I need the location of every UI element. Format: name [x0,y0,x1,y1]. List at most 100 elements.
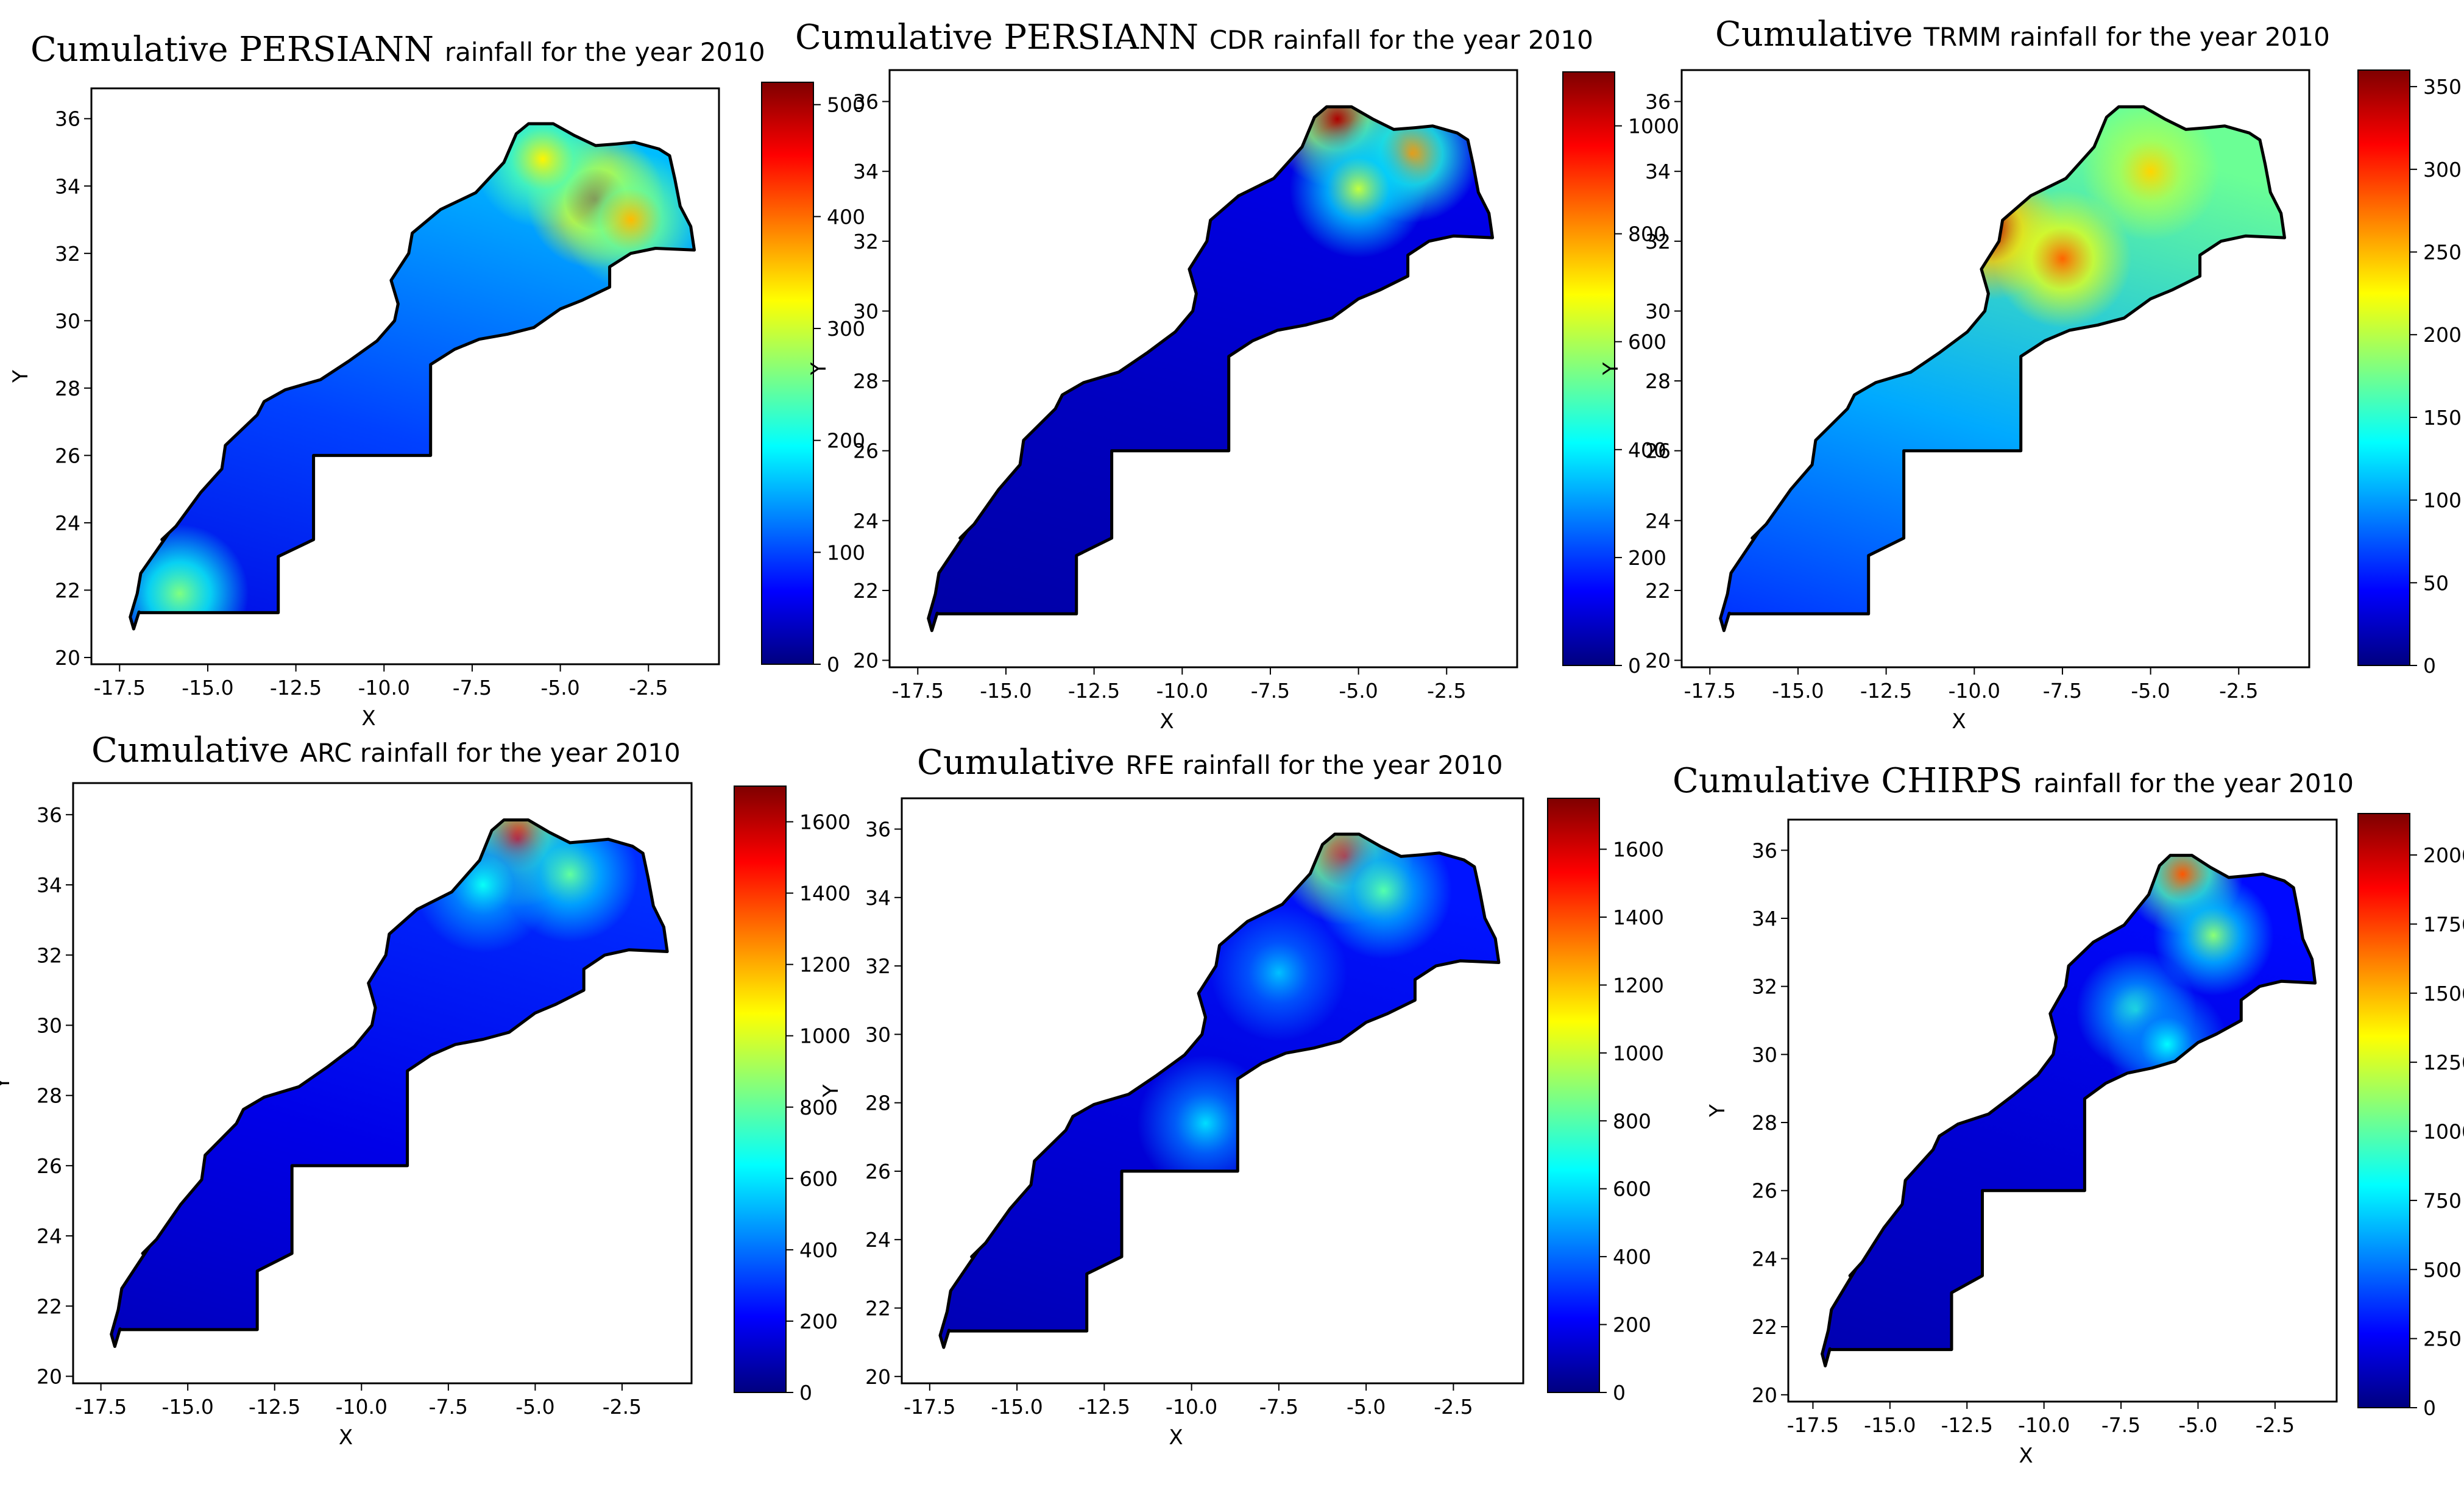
y-tick-label: 34 [1645,160,1671,183]
y-tick-label: 20 [55,646,80,670]
x-tick-label: -2.5 [1434,1395,1473,1419]
y-tick-label: 30 [55,309,80,333]
y-tick-label: 36 [853,90,879,114]
x-tick-label: -15.0 [182,676,233,700]
y-axis-label: Y [0,1077,15,1090]
x-tick-label: -15.0 [1864,1413,1916,1437]
x-tick-label: -15.0 [991,1395,1043,1419]
colorbar-tick-label: 0 [827,653,840,676]
map-panel-6: -17.5 -15.0 -12.5 -10.0 -7.5 -5.0 -2.5 20 22 24 26… [1673,761,2464,1468]
colorbar-tick-label: 0 [2423,1396,2436,1420]
y-tick-label: 28 [55,377,80,400]
x-tick-label: -10.0 [1156,679,1208,703]
x-tick-label: -2.5 [2256,1413,2295,1437]
colorbar-tick-label: 2000 [2423,843,2464,867]
y-tick-label: 22 [37,1294,62,1318]
x-tick-label: -17.5 [1684,679,1736,703]
y-tick-label: 22 [1645,579,1671,603]
country-border [1821,854,2317,1367]
y-tick-label: 32 [55,242,80,266]
colorbar-tick-label: 800 [1613,1109,1651,1133]
colorbar [761,82,814,665]
y-tick-label: 22 [55,578,80,602]
y-tick-label: 26 [55,444,80,467]
colorbar-tick-label: 200 [2423,323,2462,347]
country-border [1719,105,2286,633]
x-tick-label: -10.0 [1166,1395,1217,1419]
x-tick-label: -10.0 [358,676,410,700]
x-tick-label: -15.0 [1772,679,1824,703]
rainfall-hotspot [2153,874,2274,996]
rainfall-hotspot [1210,904,1348,1041]
country-border [927,105,1494,633]
x-tick-label: -5.0 [2131,679,2170,703]
y-tick-label: 36 [865,818,891,842]
colorbar-tick-label: 1000 [799,1024,851,1048]
y-tick-label: 26 [1645,439,1671,463]
x-tick-label: -7.5 [1259,1395,1298,1419]
colorbar-tick-label: 1250 [2423,1051,2464,1074]
y-tick-label: 28 [853,369,879,393]
y-tick-label: 30 [1645,299,1671,323]
colorbar-tick-label: 400 [1613,1245,1651,1269]
colorbar [2357,69,2410,666]
colorbar-tick-label: 0 [1613,1381,1626,1405]
y-tick-label: 26 [865,1160,891,1183]
colorbar-tick-label: 800 [799,1096,838,1119]
colorbar-tick-label: 200 [1613,1313,1651,1337]
y-tick-label: 36 [1752,839,1777,862]
y-tick-label: 22 [1752,1315,1777,1339]
y-tick-label: 22 [865,1296,891,1320]
x-tick-label: -10.0 [336,1395,388,1419]
x-tick-label: -5.0 [1339,679,1378,703]
colorbar-tick-label: 0 [2423,654,2436,678]
y-tick-label: 24 [853,509,879,533]
x-tick-label: -7.5 [1251,679,1290,703]
colorbar-tick-label: 0 [799,1381,812,1405]
colorbar-tick-label: 600 [1613,1177,1651,1201]
map-title: Cumulative RFE rainfall for the year 201… [917,743,1503,782]
colorbar-tick-label: 600 [799,1167,838,1191]
x-tick-label: -10.0 [2018,1413,2070,1437]
y-tick-label: 36 [37,803,62,827]
colorbar-tick-label: 0 [1628,654,1641,678]
y-tick-label: 24 [1645,509,1671,533]
x-tick-label: -7.5 [2043,679,2082,703]
map-title: Cumulative ARC rainfall for the year 201… [91,731,681,770]
colorbar-tick-label: 200 [1628,546,1666,570]
y-tick-label: 28 [1645,369,1671,393]
y-tick-label: 22 [853,579,879,603]
country-border [110,818,669,1348]
colorbar-tick-label: 200 [827,429,865,453]
x-axis-label: X [1159,709,1174,734]
x-axis-label: X [2019,1444,2033,1468]
x-tick-label: -7.5 [429,1395,468,1419]
x-tick-label: -17.5 [94,676,146,700]
colorbar-tick-label: 1000 [1628,115,1679,138]
colorbar-tick-label: 1600 [1613,838,1664,862]
colorbar-tick-label: 250 [2423,1327,2462,1351]
x-tick-label: -5.0 [540,676,579,700]
x-tick-label: -12.5 [1860,679,1912,703]
x-tick-label: -7.5 [453,676,492,700]
y-axis-label: Y [1705,1104,1730,1118]
x-tick-label: -5.0 [1347,1395,1386,1419]
colorbar-tick-label: 1400 [799,882,851,906]
map-panel-4: -17.5 -15.0 -12.5 -10.0 -7.5 -5.0 -2.5 20 22 24 26… [0,731,851,1450]
y-tick-label: 20 [37,1364,62,1388]
y-tick-label: 20 [1645,649,1671,673]
y-tick-label: 20 [1752,1383,1777,1407]
colorbar [2357,813,2410,1408]
rainfall-hotspot [2081,107,2220,241]
colorbar-tick-label: 400 [1628,438,1666,462]
x-tick-label: -12.5 [270,676,322,700]
colorbar-tick-label: 1400 [1613,906,1664,929]
map-panel-2: -17.5 -15.0 -12.5 -10.0 -7.5 -5.0 -2.5 20 22 24 26… [795,18,1679,734]
map-panel-3: -17.5 -15.0 -12.5 -10.0 -7.5 -5.0 -2.5 20 22 24 26… [1599,15,2462,734]
colorbar-tick-label: 400 [827,205,865,229]
country-border [938,832,1501,1349]
y-tick-label: 28 [1752,1111,1777,1135]
y-tick-label: 26 [37,1154,62,1178]
colorbar-tick-label: 1000 [1613,1041,1664,1065]
colorbar [734,786,787,1393]
